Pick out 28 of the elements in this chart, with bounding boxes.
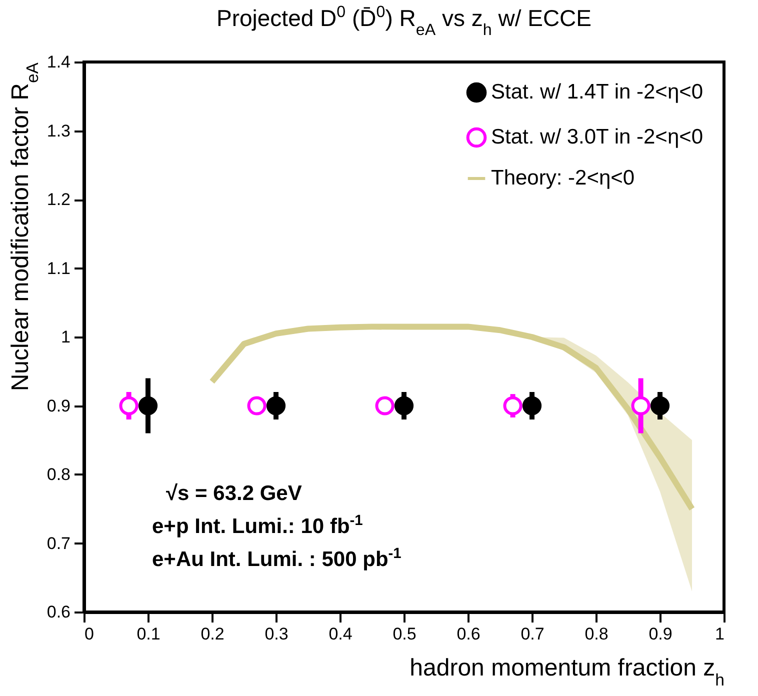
x-tick-label: 0.9 [648,624,672,644]
y-tick-label: 1 [61,328,70,346]
annotation: √s = 63.2 GeV [166,482,302,505]
x-tick-label: 0.1 [136,624,160,644]
x-tick-label: 0.3 [264,624,288,644]
y-tick-label: 0.7 [46,534,70,553]
x-tick-label: 0.8 [584,624,608,644]
chart-title: Projected D$^{0}$ (D̄$^{0}$) R$_{eA}$ vs z$_{h}$ w/ ECCE [216,3,592,39]
y-tick-label: 1.4 [46,52,70,72]
y-tick-label: 1.1 [46,258,70,278]
x-tick-label: 0.7 [520,624,544,644]
legend-label: Theory: -2<η<0 [491,166,635,190]
legend-label: Stat. w/ 1.4T in -2<η<0 [491,80,704,104]
y-tick-label: 1.3 [46,121,70,140]
y-tick-label: 1.2 [46,190,70,209]
x-axis-title: hadron momentum fraction z$_{h}$ [410,654,724,689]
x-tick-label: 0.2 [200,624,224,644]
annotation: e+p Int. Lumi.: 10 fb$^{-1}$ [152,513,363,538]
x-tick-label: 0.6 [456,624,480,644]
y-tick-label: 0.8 [46,465,70,484]
legend-label: Stat. w/ 3.0T in -2<η<0 [491,126,704,148]
x-tick-label: 0.5 [392,624,416,644]
x-tick-label: 1 [715,624,724,644]
x-tick-label: 0 [84,624,94,644]
x-tick-label: 0.4 [328,624,352,644]
y-tick-label: 0.6 [46,602,70,622]
annotation: e+Au Int. Lumi. : 500 pb$^{-1}$ [152,546,402,571]
y-tick-label: 0.9 [46,396,70,416]
